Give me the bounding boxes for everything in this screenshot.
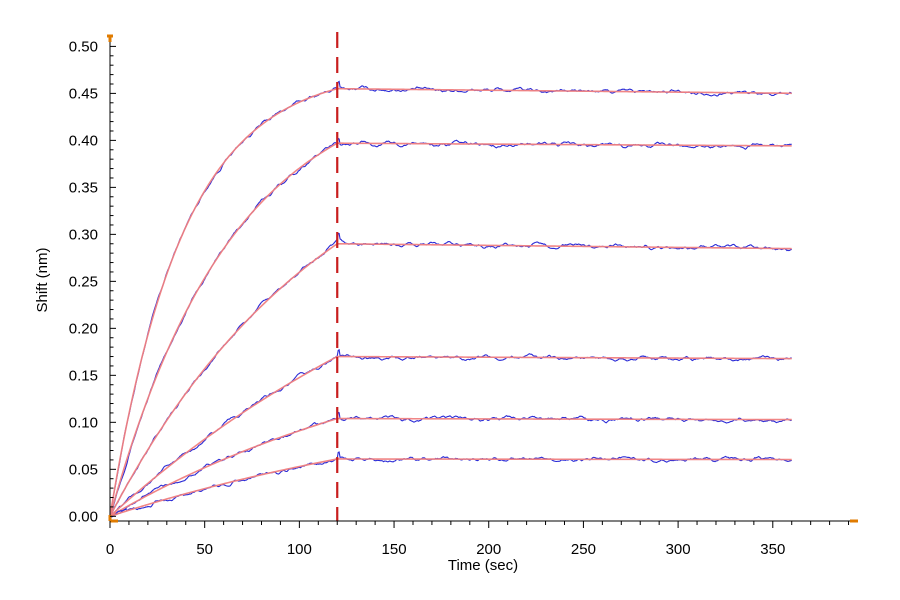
y-tick-label: 0.45 bbox=[69, 85, 98, 102]
y-tick-label: 0.05 bbox=[69, 461, 98, 478]
measured-trace bbox=[110, 451, 792, 518]
fit-curve bbox=[109, 142, 792, 517]
y-tick-label: 0.00 bbox=[69, 508, 98, 525]
y-tick-label: 0.40 bbox=[69, 132, 98, 149]
y-axis-title: Shift (nm) bbox=[34, 247, 51, 312]
x-tick-label: 0 bbox=[106, 541, 114, 558]
y-tick-label: 0.35 bbox=[69, 179, 98, 196]
series-group bbox=[109, 232, 792, 517]
y-tick-label: 0.30 bbox=[69, 226, 98, 243]
series-group bbox=[109, 80, 793, 517]
x-axis-title: Time (sec) bbox=[448, 557, 518, 574]
series-group bbox=[109, 451, 792, 518]
fit-curve bbox=[109, 458, 792, 518]
fit-curve bbox=[109, 417, 792, 517]
y-tick-label: 0.20 bbox=[69, 320, 98, 337]
fit-curve bbox=[109, 242, 792, 517]
series-group bbox=[109, 137, 792, 517]
y-tick-label: 0.50 bbox=[69, 38, 98, 55]
x-axis: 0 50 100 150 200 250 300 350 bbox=[106, 519, 858, 558]
x-tick-label: 350 bbox=[760, 541, 785, 558]
x-tick-label: 50 bbox=[196, 541, 213, 558]
y-tick-label: 0.15 bbox=[69, 367, 98, 384]
series-group bbox=[109, 348, 792, 517]
x-tick-label: 300 bbox=[666, 541, 691, 558]
series-group bbox=[109, 411, 793, 517]
y-tick-label: 0.10 bbox=[69, 414, 98, 431]
x-tick-label: 250 bbox=[571, 541, 596, 558]
fit-curve bbox=[109, 87, 792, 517]
x-tick-label: 100 bbox=[287, 541, 312, 558]
y-tick-label: 0.25 bbox=[69, 273, 98, 290]
measured-trace bbox=[109, 232, 792, 517]
y-axis: 0.00 0.05 0.10 0.15 0.20 0.25 0.30 0.35 0.40 0.45… bbox=[69, 34, 116, 525]
x-tick-label: 200 bbox=[476, 541, 501, 558]
plot-area bbox=[109, 32, 793, 521]
x-tick-label: 150 bbox=[382, 541, 407, 558]
fit-curve bbox=[109, 355, 792, 517]
